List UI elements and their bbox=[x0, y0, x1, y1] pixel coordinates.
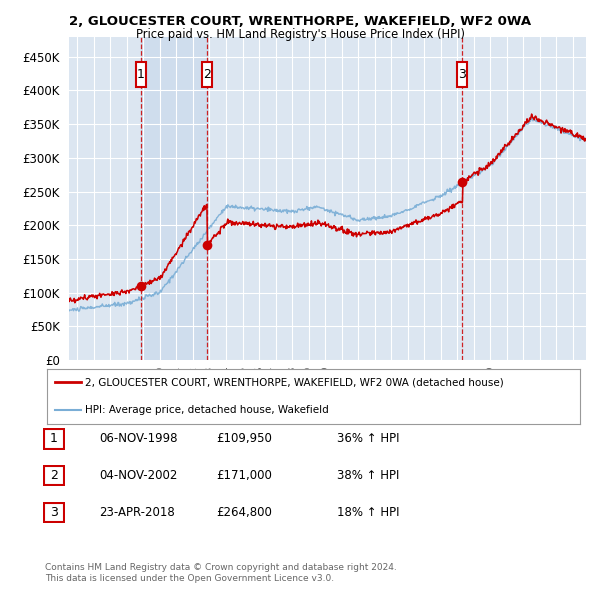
FancyBboxPatch shape bbox=[44, 466, 64, 485]
Text: 2, GLOUCESTER COURT, WRENTHORPE, WAKEFIELD, WF2 0WA (detached house): 2, GLOUCESTER COURT, WRENTHORPE, WAKEFIE… bbox=[85, 378, 504, 388]
Text: 1: 1 bbox=[137, 68, 145, 81]
Text: 2, GLOUCESTER COURT, WRENTHORPE, WAKEFIELD, WF2 0WA: 2, GLOUCESTER COURT, WRENTHORPE, WAKEFIE… bbox=[69, 15, 531, 28]
Text: 06-NOV-1998: 06-NOV-1998 bbox=[99, 432, 178, 445]
Text: 3: 3 bbox=[50, 506, 58, 519]
Text: 04-NOV-2002: 04-NOV-2002 bbox=[99, 469, 178, 482]
Text: Contains HM Land Registry data © Crown copyright and database right 2024.: Contains HM Land Registry data © Crown c… bbox=[45, 563, 397, 572]
FancyBboxPatch shape bbox=[136, 61, 146, 87]
FancyBboxPatch shape bbox=[44, 503, 64, 522]
Text: Price paid vs. HM Land Registry's House Price Index (HPI): Price paid vs. HM Land Registry's House … bbox=[136, 28, 464, 41]
Text: £171,000: £171,000 bbox=[216, 469, 272, 482]
Text: 23-APR-2018: 23-APR-2018 bbox=[99, 506, 175, 519]
Text: 36% ↑ HPI: 36% ↑ HPI bbox=[337, 432, 400, 445]
Text: HPI: Average price, detached house, Wakefield: HPI: Average price, detached house, Wake… bbox=[85, 405, 329, 415]
Bar bbox=[141, 37, 207, 360]
Text: 1: 1 bbox=[50, 432, 58, 445]
Text: 3: 3 bbox=[458, 68, 466, 81]
FancyBboxPatch shape bbox=[202, 61, 212, 87]
Text: This data is licensed under the Open Government Licence v3.0.: This data is licensed under the Open Gov… bbox=[45, 574, 334, 583]
Text: 38% ↑ HPI: 38% ↑ HPI bbox=[337, 469, 400, 482]
FancyBboxPatch shape bbox=[44, 430, 64, 448]
Text: £109,950: £109,950 bbox=[216, 432, 272, 445]
Text: 2: 2 bbox=[50, 469, 58, 482]
FancyBboxPatch shape bbox=[457, 61, 467, 87]
Text: 18% ↑ HPI: 18% ↑ HPI bbox=[337, 506, 400, 519]
Text: £264,800: £264,800 bbox=[216, 506, 272, 519]
Text: 2: 2 bbox=[203, 68, 211, 81]
